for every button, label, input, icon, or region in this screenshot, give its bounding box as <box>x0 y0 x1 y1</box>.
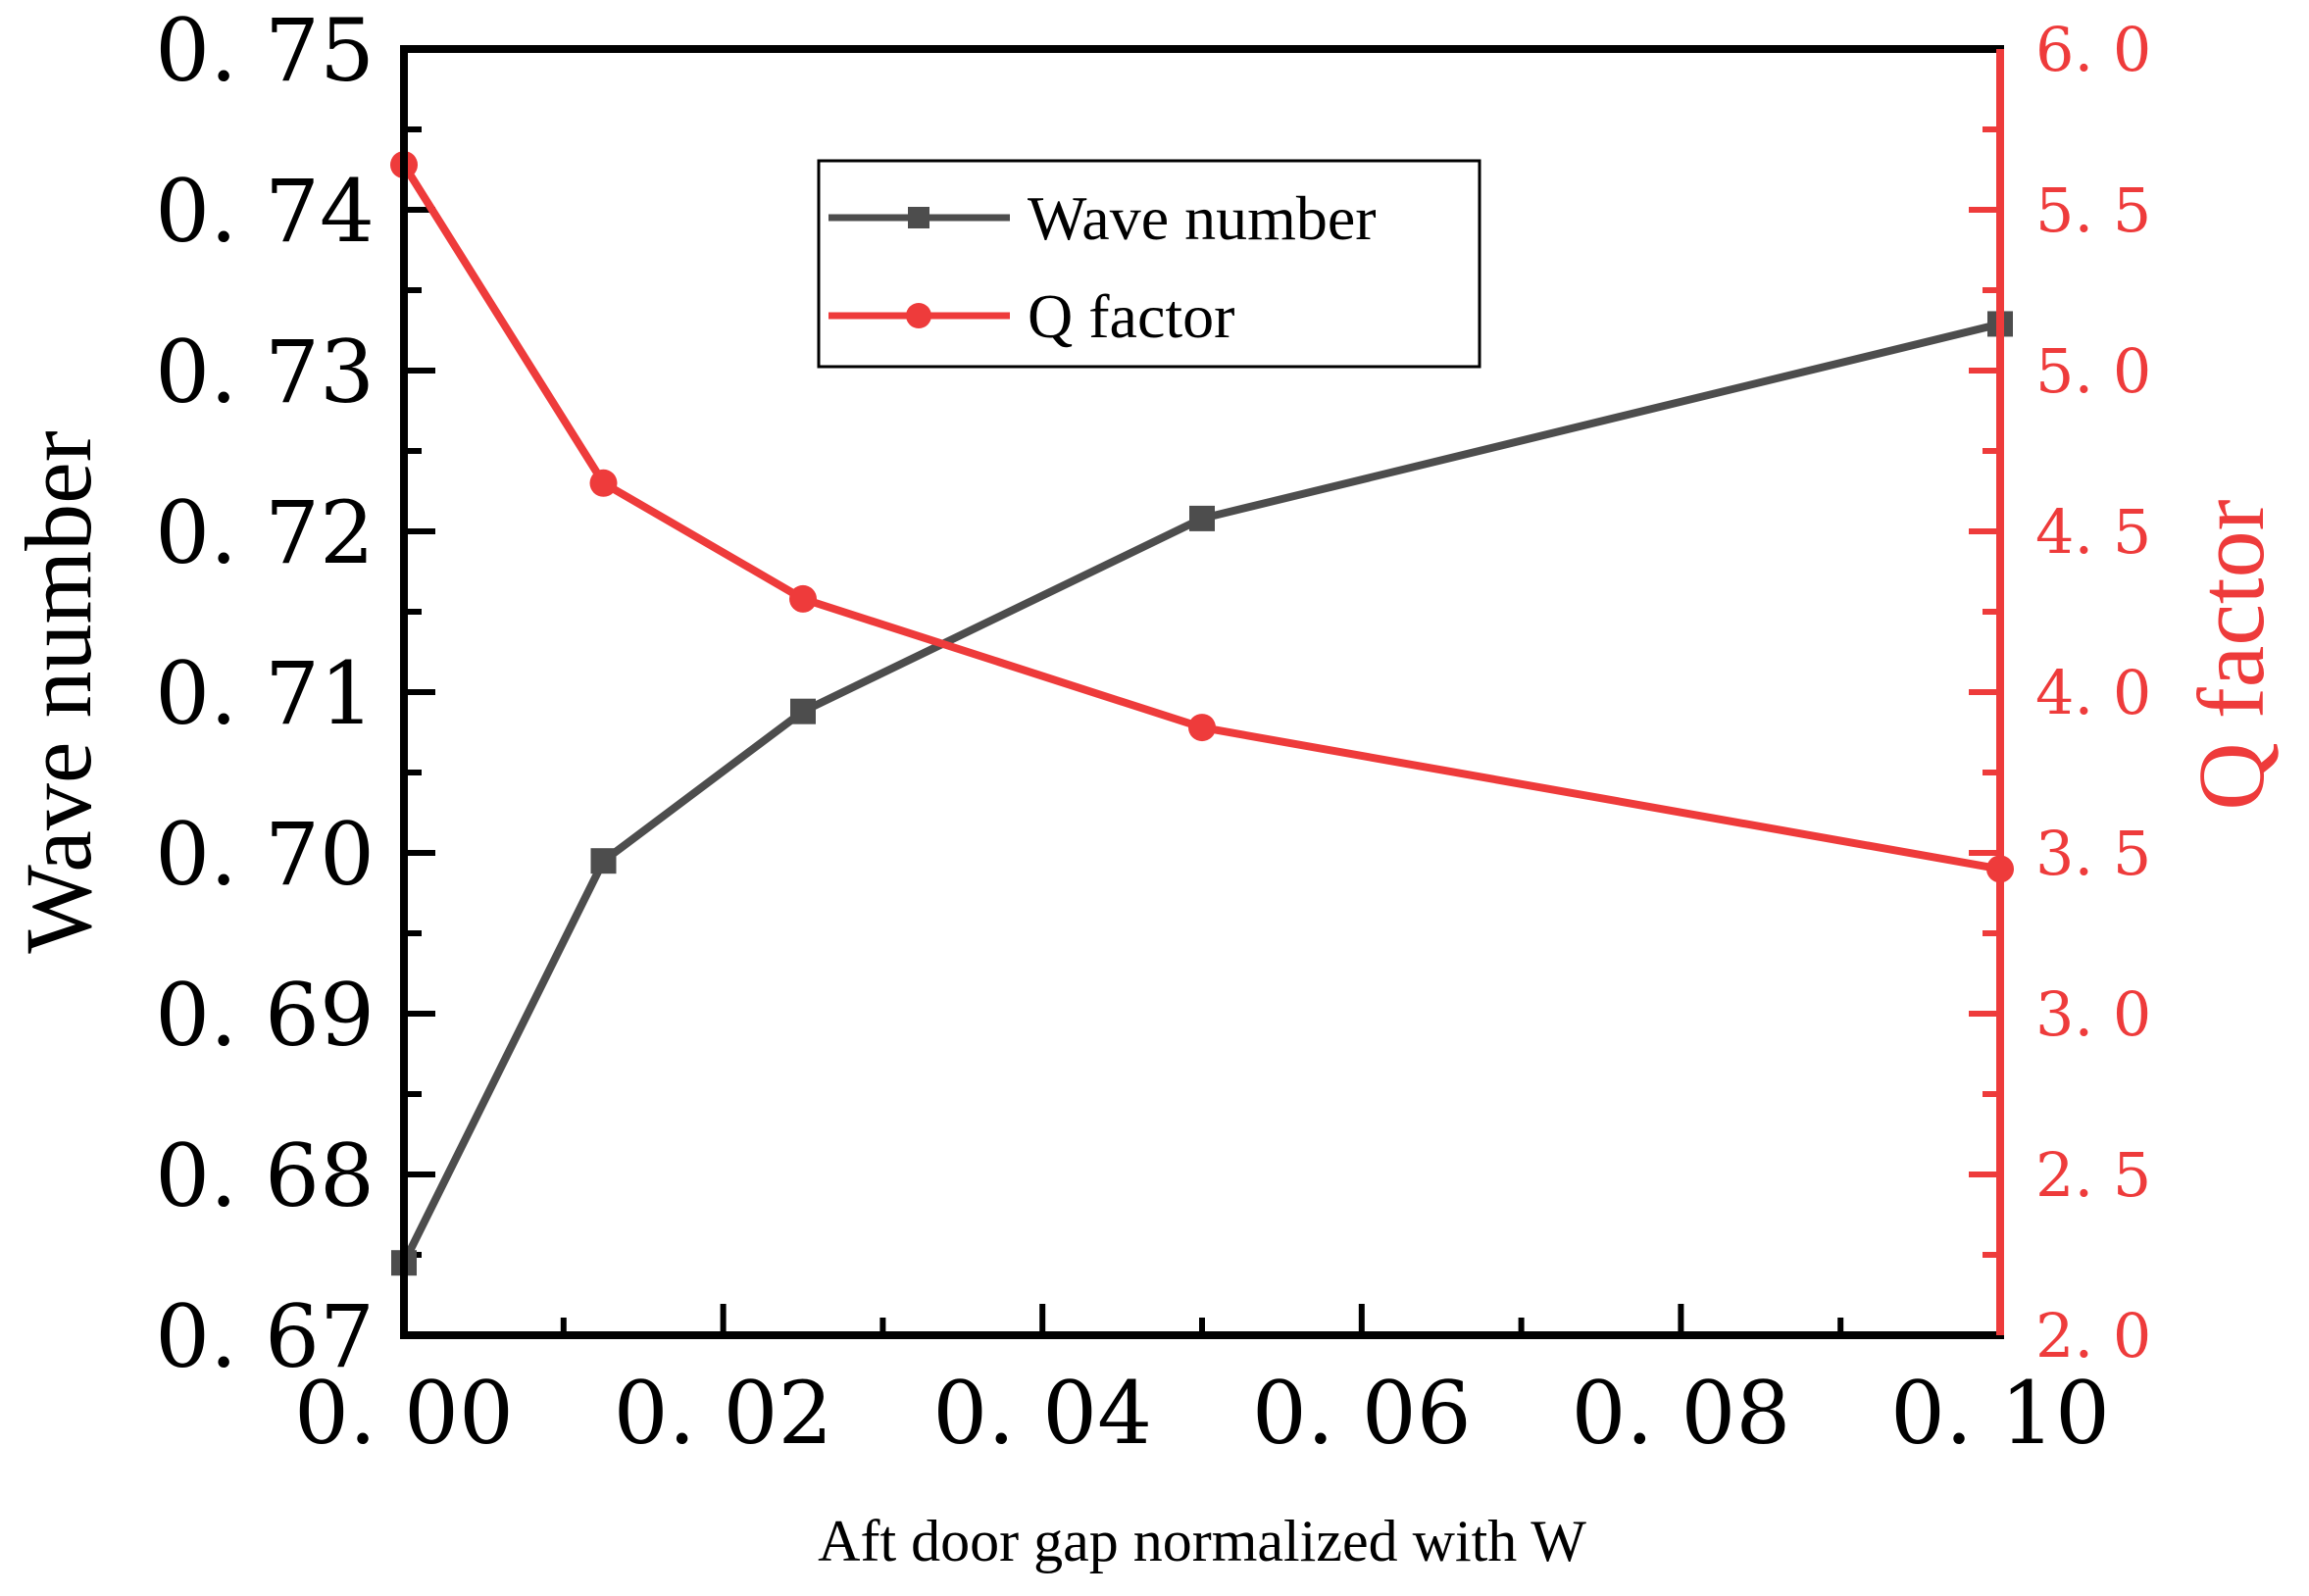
y2-tick-label: 3. 5 <box>2035 818 2151 889</box>
y-tick-label: 0. 69 <box>155 965 375 1066</box>
y2-tick-label: 4. 5 <box>2035 496 2151 568</box>
legend-marker-q-factor <box>906 303 931 328</box>
x-tick-label: 0. 10 <box>1890 1363 2110 1464</box>
y2-axis-title: Q factor <box>2179 499 2284 810</box>
legend-marker-wave-number <box>908 207 929 228</box>
y2-tick-label: 5. 0 <box>2035 335 2151 407</box>
y2-tick-label: 5. 5 <box>2035 175 2151 246</box>
y2-tick-label: 4. 0 <box>2035 657 2151 728</box>
tick-labels-layer: 0. 00 0. 02 0. 04 0. 06 0. 08 0. 10 0. 67 0. 68… <box>155 0 2151 1464</box>
legend-label-q-factor: Q factor <box>1028 281 1234 351</box>
data-point-q-factor <box>589 469 618 497</box>
x-tick-label: 0. 04 <box>932 1363 1152 1464</box>
data-point-wave-number <box>1189 505 1215 531</box>
x-tick-label: 0. 00 <box>294 1363 514 1464</box>
y-tick-label: 0. 74 <box>155 161 375 262</box>
data-point-q-factor <box>1188 714 1216 742</box>
legend-label-wave-number: Wave number <box>1028 183 1377 253</box>
y-tick-label: 0. 71 <box>155 643 375 744</box>
series-layer <box>390 151 2014 1276</box>
data-point-wave-number <box>790 698 816 724</box>
y-tick-label: 0. 70 <box>155 804 375 905</box>
y-tick-label: 0. 72 <box>155 482 375 583</box>
x-tick-label: 0. 02 <box>614 1363 833 1464</box>
y2-tick-label: 6. 0 <box>2035 14 2151 85</box>
y2-tick-label: 3. 0 <box>2035 978 2151 1050</box>
x-tick-label: 0. 08 <box>1571 1363 1790 1464</box>
y-tick-label: 0. 75 <box>155 0 375 101</box>
series-line-wave-number <box>400 320 2001 1265</box>
legend: Wave number Q factor <box>817 159 1481 369</box>
y2-tick-label: 2. 5 <box>2035 1139 2151 1211</box>
y-axis-title: Wave number <box>6 430 111 953</box>
y-tick-label: 0. 67 <box>155 1286 375 1387</box>
data-point-wave-number <box>590 848 617 874</box>
data-point-q-factor <box>789 584 817 613</box>
y-tick-label: 0. 73 <box>155 322 375 423</box>
x-tick-label: 0. 06 <box>1252 1363 1472 1464</box>
y2-tick-label: 2. 0 <box>2035 1300 2151 1372</box>
x-axis-title: Aft door gap normalized with W <box>818 1509 1586 1573</box>
y-tick-label: 0. 68 <box>155 1125 375 1226</box>
legend-box <box>817 159 1481 369</box>
